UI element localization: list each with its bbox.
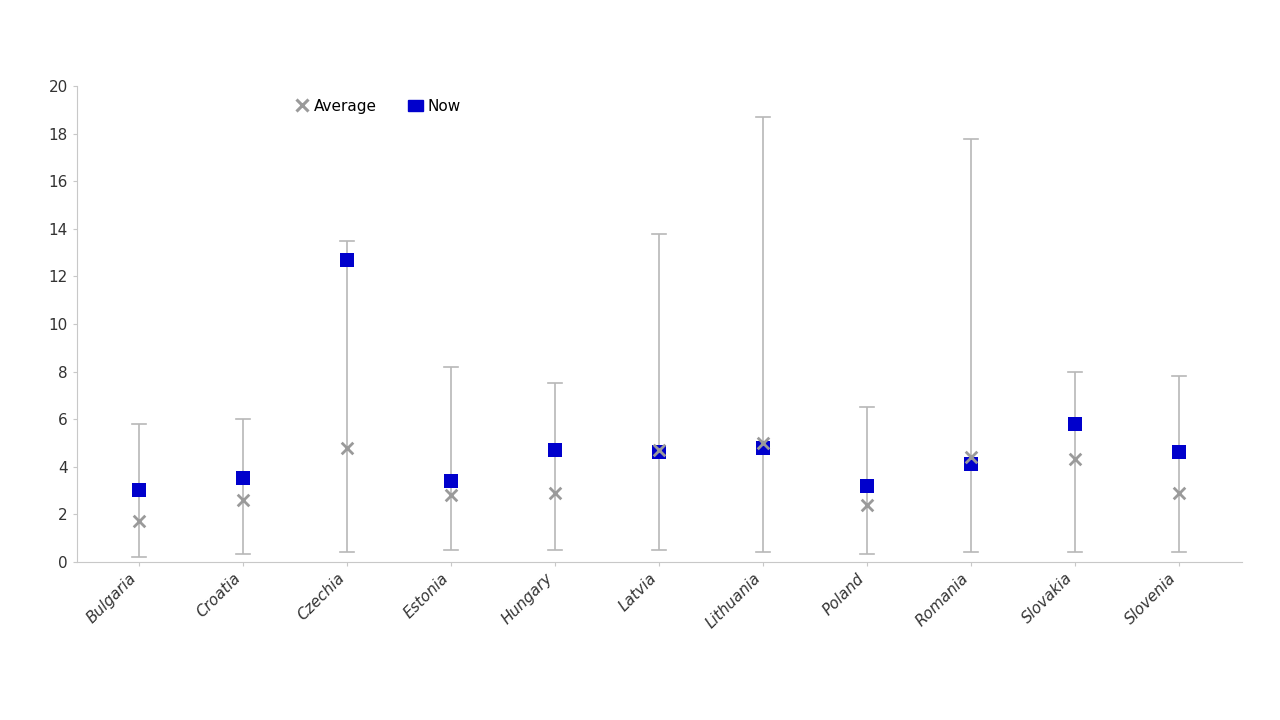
Point bbox=[753, 437, 773, 449]
Point bbox=[961, 451, 982, 463]
Point bbox=[440, 490, 462, 501]
Point bbox=[233, 472, 253, 484]
Point bbox=[545, 444, 566, 456]
Point bbox=[649, 446, 669, 458]
Point bbox=[1169, 487, 1189, 498]
Point bbox=[1065, 454, 1085, 465]
Point bbox=[337, 442, 357, 454]
Point bbox=[858, 499, 878, 510]
Point bbox=[858, 480, 878, 491]
Point bbox=[129, 516, 150, 527]
Point bbox=[129, 485, 150, 496]
Point bbox=[753, 442, 773, 454]
Point bbox=[1169, 446, 1189, 458]
Point bbox=[337, 254, 357, 266]
Point bbox=[440, 475, 462, 487]
Legend: Average, Now: Average, Now bbox=[294, 99, 461, 114]
Point bbox=[233, 494, 253, 505]
Point bbox=[1065, 418, 1085, 430]
Point bbox=[649, 444, 669, 456]
Point bbox=[961, 459, 982, 470]
Point bbox=[545, 487, 566, 498]
